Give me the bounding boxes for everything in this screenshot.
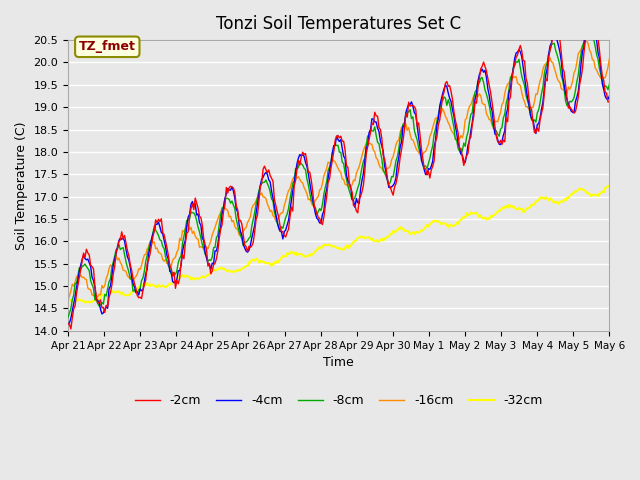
-2cm (101, 310, 109, 315)
-32cm (101, 292, 109, 298)
Line: -16cm: -16cm (68, 41, 609, 300)
-16cm (342, 182, 350, 188)
Legend: -2cm, -4cm, -8cm, -16cm, -32cm: -2cm, -4cm, -8cm, -16cm, -32cm (129, 389, 548, 412)
-2cm (67, 326, 75, 332)
-16cm (603, 70, 611, 76)
-2cm (604, 99, 612, 105)
-2cm (586, 7, 593, 13)
-8cm (64, 314, 72, 320)
-4cm (603, 96, 611, 102)
-32cm (451, 222, 459, 228)
-4cm (64, 321, 72, 326)
-16cm (531, 98, 538, 104)
-8cm (605, 82, 613, 87)
-32cm (603, 184, 611, 190)
-4cm (587, 10, 595, 16)
-2cm (344, 164, 352, 170)
-8cm (587, 25, 595, 31)
-32cm (64, 298, 72, 303)
-8cm (83, 264, 90, 269)
-4cm (83, 257, 90, 263)
-4cm (342, 172, 350, 178)
-16cm (605, 56, 613, 61)
Y-axis label: Soil Temperature (C): Soil Temperature (C) (15, 121, 28, 250)
-4cm (531, 125, 538, 131)
-16cm (83, 276, 90, 282)
-32cm (532, 199, 540, 204)
X-axis label: Time: Time (323, 356, 354, 369)
-32cm (605, 182, 613, 188)
Text: TZ_fmet: TZ_fmet (79, 40, 136, 53)
-4cm (605, 93, 613, 99)
Line: -2cm: -2cm (68, 10, 609, 329)
-2cm (605, 99, 613, 105)
-16cm (583, 38, 591, 44)
Line: -32cm: -32cm (68, 185, 609, 302)
Line: -4cm: -4cm (68, 13, 609, 324)
Title: Tonzi Soil Temperatures Set C: Tonzi Soil Temperatures Set C (216, 15, 461, 33)
-32cm (81, 300, 89, 305)
-4cm (450, 113, 458, 119)
Line: -8cm: -8cm (68, 28, 609, 317)
-32cm (344, 245, 352, 251)
-32cm (84, 299, 92, 304)
-8cm (531, 117, 538, 123)
-16cm (450, 132, 458, 137)
-8cm (603, 84, 611, 89)
-2cm (64, 321, 72, 327)
-16cm (100, 285, 108, 291)
-4cm (100, 310, 108, 316)
-2cm (84, 250, 92, 256)
-16cm (64, 298, 72, 303)
-8cm (450, 124, 458, 130)
-2cm (451, 117, 459, 123)
-8cm (342, 176, 350, 182)
-8cm (100, 301, 108, 307)
-2cm (532, 129, 540, 135)
